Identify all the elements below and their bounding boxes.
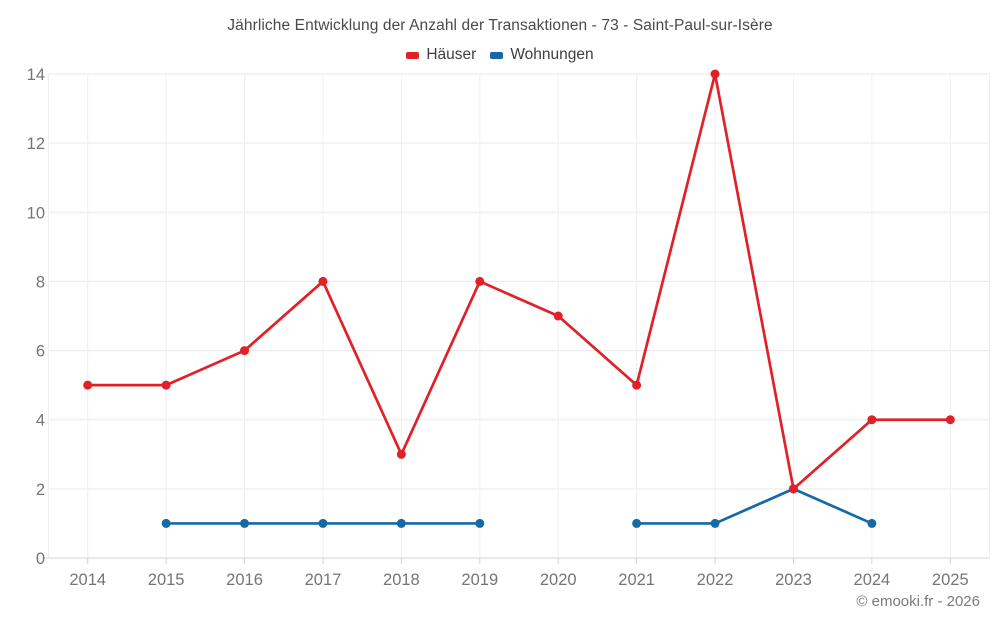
y-axis-label: 14 (27, 66, 45, 84)
x-axis-label: 2022 (697, 571, 734, 589)
y-axis-label: 2 (36, 481, 45, 499)
legend-swatch-wohnungen (490, 51, 504, 59)
data-point-h-user[interactable] (867, 415, 877, 425)
data-point-wohnungen[interactable] (710, 518, 720, 528)
y-axis-label: 12 (27, 135, 45, 153)
x-axis-label: 2016 (226, 571, 263, 589)
chart-title: Jährliche Entwicklung der Anzahl der Tra… (227, 17, 773, 34)
data-point-h-user[interactable] (318, 276, 328, 286)
data-point-wohnungen[interactable] (240, 518, 250, 528)
x-axis-label: 2025 (932, 571, 969, 589)
data-point-h-user[interactable] (788, 484, 798, 494)
data-point-h-user[interactable] (396, 449, 406, 459)
legend-label-haeuser: Häuser (426, 46, 477, 63)
x-axis-label: 2015 (148, 571, 185, 589)
data-point-h-user[interactable] (475, 276, 485, 286)
legend-swatch-haeuser (406, 51, 420, 59)
data-point-wohnungen[interactable] (161, 518, 171, 528)
data-point-h-user[interactable] (710, 69, 720, 79)
data-point-h-user[interactable] (945, 415, 955, 425)
x-axis-label: 2017 (305, 571, 342, 589)
data-point-wohnungen[interactable] (867, 518, 877, 528)
legend-item-wohnungen[interactable]: Wohnungen (490, 46, 594, 64)
copyright: © emooki.fr - 2026 (856, 593, 980, 610)
series-line-h-user (86, 72, 952, 491)
x-axis-label: 2021 (618, 571, 655, 589)
data-point-wohnungen[interactable] (318, 518, 328, 528)
x-axis-label: 2019 (461, 571, 498, 589)
x-axis-label: 2014 (69, 571, 106, 589)
y-axis-label: 4 (36, 412, 45, 430)
legend: Häuser Wohnungen (0, 46, 1000, 64)
data-point-h-user[interactable] (240, 346, 250, 356)
legend-item-haeuser[interactable]: Häuser (406, 46, 476, 64)
series-line-wohnungen (635, 487, 874, 525)
y-axis-label: 6 (36, 343, 45, 361)
data-point-wohnungen[interactable] (396, 518, 406, 528)
y-axis-label: 8 (36, 273, 45, 291)
data-point-h-user[interactable] (161, 380, 171, 390)
x-axis-label: 2018 (383, 571, 420, 589)
data-point-h-user[interactable] (83, 380, 93, 390)
legend-label-wohnungen: Wohnungen (510, 46, 594, 63)
x-axis-label: 2024 (854, 571, 891, 589)
x-axis-label: 2020 (540, 571, 577, 589)
data-point-h-user[interactable] (632, 380, 642, 390)
data-point-wohnungen[interactable] (632, 518, 642, 528)
x-axis-label: 2023 (775, 571, 812, 589)
y-axis-label: 10 (27, 204, 45, 222)
data-point-wohnungen[interactable] (475, 518, 485, 528)
data-point-h-user[interactable] (553, 311, 563, 321)
y-axis-label: 0 (36, 550, 45, 568)
